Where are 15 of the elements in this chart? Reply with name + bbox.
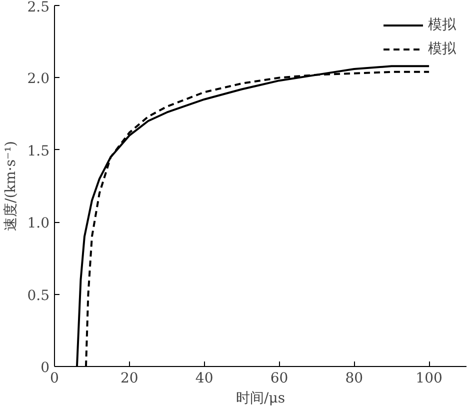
x-tick-label: 60 <box>270 370 288 386</box>
y-axis-title: 速度/(km·s⁻¹) <box>3 140 20 232</box>
y-tick-label: 2.0 <box>27 71 50 88</box>
x-axis-title: 时间/μs <box>236 390 285 406</box>
x-tick-label: 100 <box>416 370 442 386</box>
x-tick-label: 40 <box>195 370 214 386</box>
y-tick-label: 1.0 <box>27 216 50 232</box>
legend-label: 模拟 <box>428 16 456 34</box>
y-tick-label: 2.5 <box>27 0 50 16</box>
y-tick-label: 0 <box>40 360 50 376</box>
x-tick-label: 80 <box>345 370 364 386</box>
y-tick-label: 1.5 <box>27 143 50 160</box>
y-tick-label: 0.5 <box>27 288 50 304</box>
x-tick-label: 20 <box>120 370 138 386</box>
legend-label: 模拟 <box>428 40 456 58</box>
